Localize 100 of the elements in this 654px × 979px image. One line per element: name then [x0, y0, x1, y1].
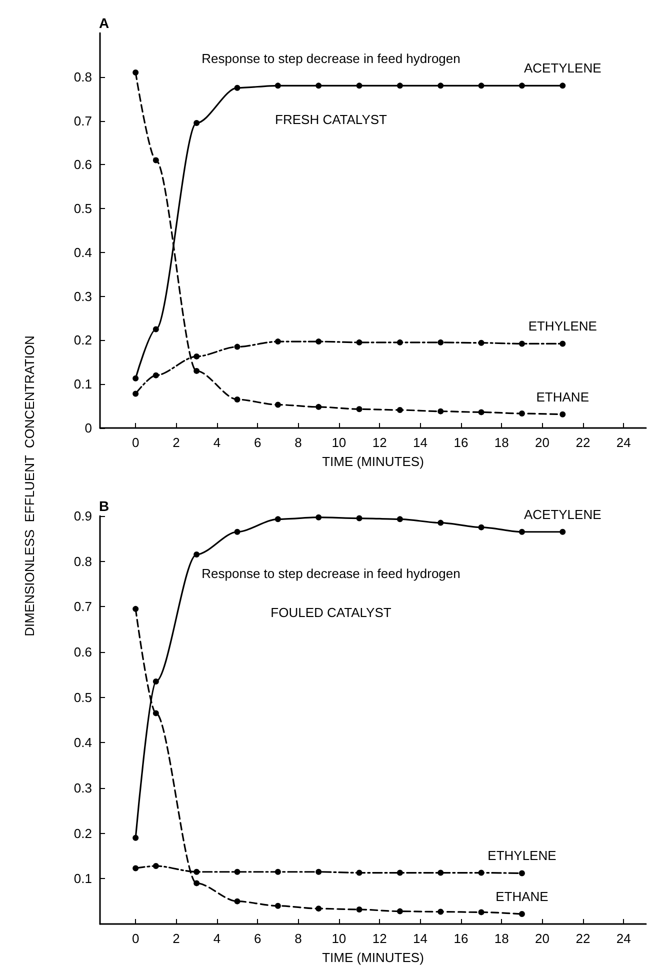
point: [152, 862, 159, 869]
y-tick-label: 0.7: [74, 599, 92, 614]
y-tick-label: 0.6: [74, 644, 92, 660]
point: [560, 528, 566, 535]
point: [132, 375, 139, 382]
point: [356, 339, 362, 346]
point: [274, 338, 281, 345]
x-tick-label: 14: [413, 931, 428, 946]
point: [234, 344, 240, 350]
y-tick-label: 0.5: [74, 201, 92, 216]
point: [396, 908, 403, 914]
point: [274, 868, 281, 875]
point: [132, 70, 139, 76]
point: [396, 407, 403, 414]
point: [194, 868, 200, 875]
point: [518, 410, 525, 417]
point: [478, 870, 484, 876]
point: [194, 120, 200, 126]
point: [560, 411, 566, 418]
chart-title: B: [99, 498, 110, 514]
x-tick-label: 0: [132, 931, 140, 946]
series-label: ETHYLENE: [488, 848, 557, 864]
point: [518, 340, 525, 347]
x-tick-label: 10: [332, 435, 346, 450]
series-label: ACETYLENE: [524, 60, 602, 76]
point: [152, 372, 159, 378]
point: [518, 911, 525, 918]
x-tick-label: 16: [454, 931, 468, 946]
point: [438, 82, 444, 89]
x-tick-label: 18: [494, 931, 509, 946]
x-tick-label: 16: [454, 435, 468, 450]
point: [152, 157, 159, 164]
point: [518, 528, 525, 535]
x-tick-label: 12: [372, 931, 387, 946]
point: [438, 908, 444, 915]
point: [132, 390, 139, 397]
point: [438, 339, 444, 346]
x-tick-label: 18: [494, 435, 509, 450]
y-tick-label: 0.2: [74, 332, 92, 348]
x-tick-label: 4: [213, 931, 221, 946]
point: [560, 340, 566, 347]
annotation: FRESH CATALYST: [275, 112, 388, 127]
point: [132, 865, 139, 872]
point: [274, 82, 281, 89]
point: [194, 552, 200, 558]
point: [152, 678, 159, 684]
annotation: FOULED CATALYST: [270, 605, 392, 620]
point: [438, 408, 444, 414]
x-axis-title: TIME (MINUTES): [322, 454, 424, 469]
y-tick-label: 0.5: [74, 690, 92, 705]
x-tick-label: 2: [172, 435, 180, 450]
y-tick-label: 0.3: [74, 288, 92, 304]
x-tick-label: 24: [616, 931, 631, 946]
point: [194, 880, 200, 886]
y-tick-label: 0.2: [74, 826, 92, 841]
point: [234, 868, 240, 875]
point: [316, 906, 322, 912]
point: [234, 898, 240, 904]
series-label: ACETYLENE: [524, 506, 602, 522]
point: [518, 82, 525, 89]
x-tick-label: 6: [254, 435, 262, 450]
point: [396, 82, 403, 89]
y-tick-label: 0.4: [74, 244, 92, 260]
point: [356, 406, 362, 412]
x-tick-label: 24: [616, 435, 631, 450]
series-label: ETHANE: [496, 889, 549, 904]
y-axis-title: DIMENSIONLESS EFFLUENT CONCENTRATION: [22, 334, 38, 638]
y-tick-label: 0.4: [74, 735, 92, 750]
point: [478, 82, 484, 89]
point: [356, 906, 362, 912]
point: [356, 82, 362, 89]
y-tick-label: 0.8: [74, 69, 92, 84]
y-tick-label: 0.6: [74, 157, 92, 172]
x-tick-label: 2: [172, 931, 180, 946]
point: [560, 82, 566, 89]
x-tick-label: 8: [294, 435, 302, 450]
point: [274, 902, 281, 909]
point: [234, 528, 240, 535]
x-tick-label: 22: [576, 435, 590, 450]
x-tick-label: 0: [132, 435, 140, 450]
point: [234, 84, 240, 91]
point: [396, 516, 403, 522]
y-tick-label: 0.1: [74, 871, 92, 886]
point: [132, 606, 139, 612]
point: [316, 868, 322, 875]
point: [316, 404, 322, 410]
y-tick-label: 0.7: [74, 113, 92, 128]
y-tick-label: 0: [84, 420, 92, 436]
point: [478, 524, 484, 530]
point: [478, 409, 484, 416]
x-tick-label: 22: [576, 931, 590, 946]
chart-title: A: [99, 15, 110, 31]
point: [274, 402, 281, 408]
point: [356, 870, 362, 876]
point: [518, 870, 525, 876]
point: [478, 340, 484, 346]
point: [194, 368, 200, 374]
x-tick-label: 12: [372, 435, 387, 450]
series-label: ETHANE: [536, 389, 590, 404]
y-tick-label: 0.9: [74, 508, 92, 524]
